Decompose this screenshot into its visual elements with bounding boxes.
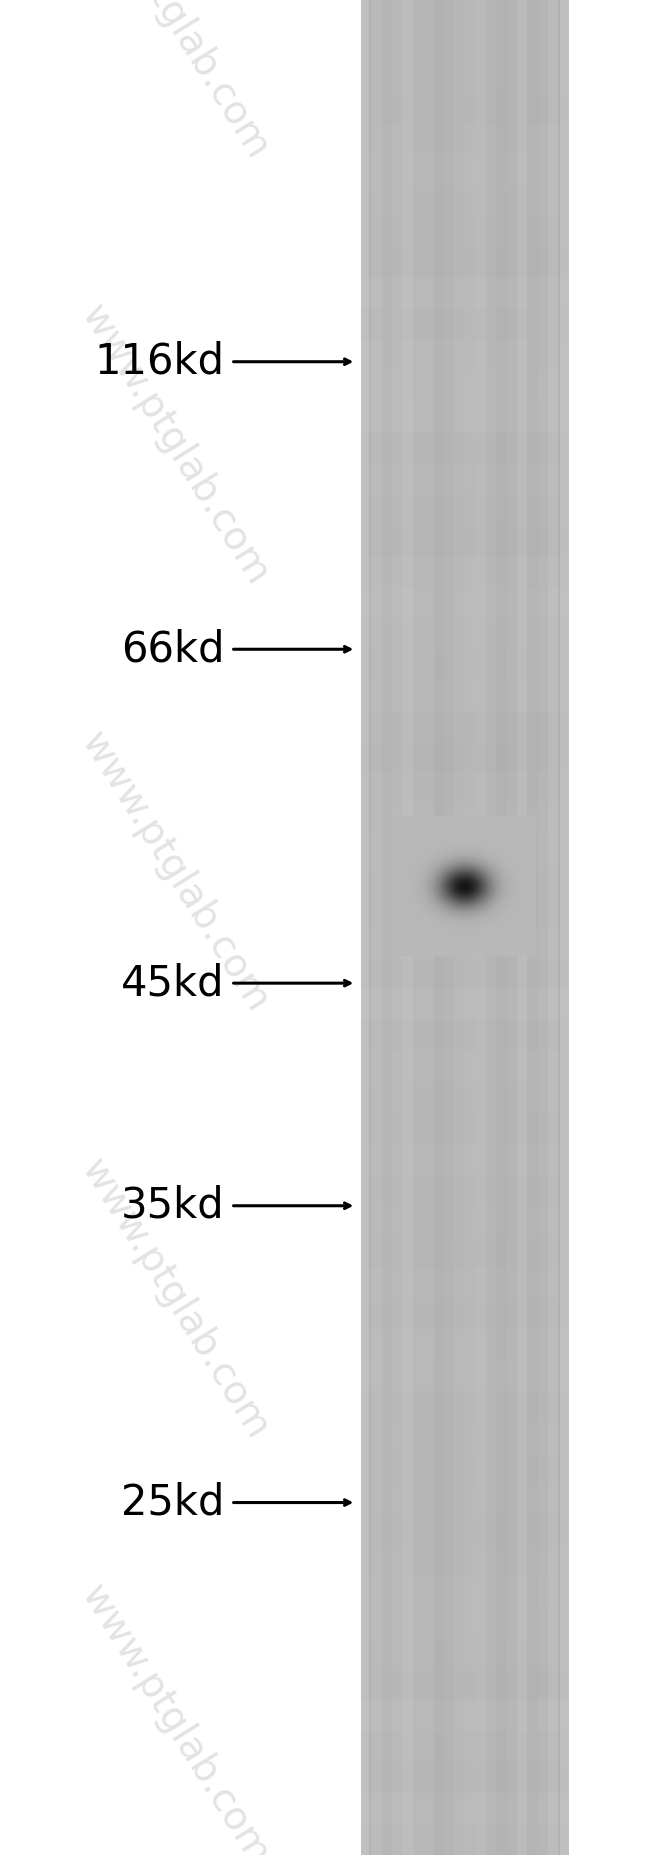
Bar [361,0,569,32]
Bar [361,1298,569,1330]
Bar [361,1081,569,1113]
Bar [361,1174,569,1206]
Bar [361,649,569,681]
Bar [423,0,434,1855]
Bar [361,1762,569,1794]
Bar [402,0,413,1855]
Bar [361,1823,569,1855]
Bar [392,0,402,1855]
Bar [361,1545,569,1577]
Bar [361,1113,569,1145]
Bar [560,0,569,1855]
Bar [496,0,506,1855]
Bar [517,0,527,1855]
Bar [361,556,569,588]
Bar [361,432,569,464]
Bar [361,710,569,742]
Bar [361,495,569,525]
Bar [361,803,569,835]
Bar [361,1670,569,1701]
Bar [361,61,569,93]
Bar [382,0,392,1855]
Bar [454,0,465,1855]
Bar [361,1516,569,1545]
Bar [361,32,569,61]
Bar [361,464,569,495]
Text: www.ptglab.com: www.ptglab.com [74,1152,277,1445]
Text: www.ptglab.com: www.ptglab.com [74,1579,277,1855]
Bar [361,866,569,896]
Text: www.ptglab.com: www.ptglab.com [74,0,277,165]
Bar [361,1452,569,1484]
Bar [361,1330,569,1360]
Bar [361,1638,569,1670]
Bar [361,681,569,710]
Bar [361,1052,569,1081]
Bar [361,0,369,1855]
Bar [361,835,569,866]
Bar [361,339,569,371]
Text: 66kd: 66kd [121,629,224,670]
Bar [361,403,569,432]
Bar [558,0,569,1855]
Bar [361,154,569,186]
Bar [361,186,569,217]
Bar [361,1267,569,1298]
Bar [361,1484,569,1516]
Text: 45kd: 45kd [121,963,224,1004]
Bar [361,310,569,339]
Bar [361,742,569,774]
Bar [361,959,569,989]
Bar [361,774,569,803]
Bar [361,588,569,618]
Text: 25kd: 25kd [121,1482,224,1523]
Bar [361,1423,569,1452]
Bar [361,1145,569,1174]
Bar [361,371,569,403]
Bar [361,525,569,556]
Bar [361,0,569,1855]
Bar [361,928,569,959]
Bar [361,896,569,928]
Bar [465,0,475,1855]
Bar [361,0,371,1855]
Bar [475,0,486,1855]
Bar [361,1206,569,1237]
Bar [434,0,444,1855]
Text: 35kd: 35kd [121,1185,224,1226]
Bar [506,0,517,1855]
Bar [361,217,569,247]
Bar [361,1577,569,1608]
Bar [548,0,558,1855]
Bar [538,0,548,1855]
Bar [361,1794,569,1823]
Bar [371,0,382,1855]
Bar [413,0,423,1855]
Bar [361,989,569,1020]
Bar [361,278,569,310]
Bar [527,0,538,1855]
Text: 116kd: 116kd [94,341,224,382]
Bar [361,1701,569,1731]
Bar [361,1360,569,1391]
Bar [361,93,569,124]
Bar [444,0,454,1855]
Bar [486,0,496,1855]
Bar [361,124,569,154]
Bar [361,1020,569,1052]
Text: www.ptglab.com: www.ptglab.com [74,725,277,1018]
Bar [361,1237,569,1267]
Bar [361,1391,569,1423]
Bar [361,247,569,278]
Bar [361,618,569,649]
Text: www.ptglab.com: www.ptglab.com [74,299,277,592]
Bar [361,1731,569,1762]
Bar [361,1608,569,1638]
